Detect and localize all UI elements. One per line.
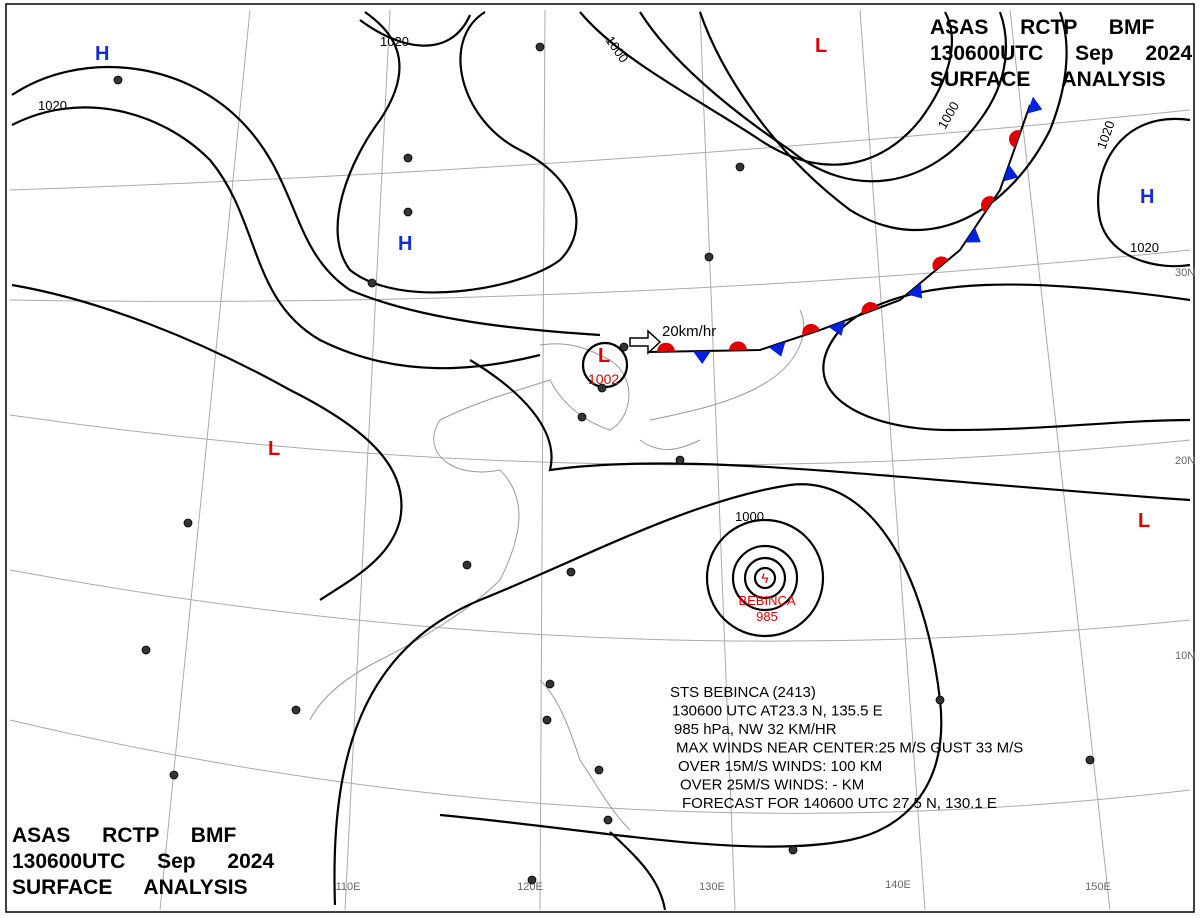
station [603, 815, 613, 825]
typhoon-info-line: OVER 15M/S WINDS: 100 KM [678, 758, 882, 775]
warm-front-symbol [802, 323, 820, 336]
station [367, 278, 377, 288]
latitude-label: 30N [1175, 267, 1195, 279]
longitude-label: 130E [699, 881, 725, 893]
warm-front-symbol [861, 302, 879, 315]
station [527, 875, 537, 885]
isobars [11, 11, 1191, 911]
station [183, 518, 193, 528]
header-text: SURFACE ANALYSIS [12, 876, 248, 899]
pressure-center: L [1138, 510, 1150, 532]
typhoon-info-line: FORECAST FOR 140600 UTC 27.5 N, 130.1 E [682, 795, 997, 812]
typhoon-info-line: MAX WINDS NEAR CENTER:25 M/S GUST 33 M/S [676, 740, 1023, 757]
typhoon-pressure: 985 [756, 609, 778, 624]
isobar-label: 1020 [38, 98, 67, 113]
station [594, 765, 604, 775]
cold-front-symbol [692, 350, 711, 365]
station [675, 455, 685, 465]
station [597, 383, 607, 393]
front-motion: 20km/hr [662, 323, 716, 340]
header-text: ASAS RCTP BMF [930, 16, 1154, 39]
station [403, 153, 413, 163]
station [545, 679, 555, 689]
typhoon-symbol: ϟ [761, 570, 769, 586]
station [788, 845, 798, 855]
cold-front-symbol [906, 282, 923, 299]
longitude-label: 140E [885, 879, 911, 891]
typhoon-name: BEBINCA [738, 593, 795, 608]
graticule [9, 9, 1191, 911]
station [704, 252, 714, 262]
longitude-label: 150E [1085, 881, 1111, 893]
station [291, 705, 301, 715]
cold-front-symbol [828, 320, 846, 336]
cold-front-symbol [964, 227, 981, 243]
station [619, 342, 629, 352]
warm-front-symbol [728, 341, 747, 351]
station [577, 412, 587, 422]
longitude-label: 110E [336, 881, 361, 893]
front-line [647, 104, 1031, 353]
station [542, 715, 552, 725]
low-pressure-value: 1002 [588, 371, 619, 387]
cold-front-symbol [1002, 164, 1019, 182]
longitude-label: 120E [517, 881, 543, 893]
station [403, 207, 413, 217]
pressure-center: H [1140, 186, 1154, 208]
pressure-center: L [268, 438, 280, 460]
header-text: 130600UTC Sep 2024 [930, 42, 1192, 65]
station [1085, 755, 1095, 765]
warm-front-symbol [932, 256, 949, 272]
stationary-front [647, 96, 1043, 365]
motion-arrow [629, 329, 662, 355]
latitude-label: 20N [1175, 455, 1195, 467]
isobar-label: 1020 [380, 34, 409, 49]
isobar-label: 1020 [1130, 240, 1159, 255]
cold-front-symbol [768, 341, 786, 357]
isobar-label: 1000 [735, 509, 764, 524]
station [935, 695, 945, 705]
station [169, 770, 179, 780]
station [535, 42, 545, 52]
header-text: 130600UTC Sep 2024 [12, 850, 274, 873]
pressure-center: H [95, 43, 109, 65]
typhoon-info-line: 130600 UTC AT23.3 N, 135.5 E [672, 703, 883, 720]
cold-front-symbol [1026, 96, 1043, 114]
typhoon-info-line: STS BEBINCA (2413) [670, 684, 816, 701]
header-text: ASAS RCTP BMF [12, 824, 236, 847]
warm-front-symbol [980, 196, 995, 213]
header-text: SURFACE ANALYSIS [930, 68, 1166, 91]
coastlines [309, 309, 805, 831]
warm-front-symbol [1008, 130, 1021, 148]
station [113, 75, 123, 85]
map-frame [5, 3, 1195, 913]
typhoon-info-line: 985 hPa, NW 32 KM/HR [674, 721, 837, 738]
pressure-center: L [598, 345, 610, 367]
pressure-center: H [398, 233, 412, 255]
warm-front-symbol [656, 342, 675, 352]
station [566, 567, 576, 577]
latitude-label: 10N [1175, 650, 1195, 662]
typhoon-info-line: OVER 25M/S WINDS: - KM [680, 777, 864, 794]
pressure-center: L [815, 35, 827, 57]
station [141, 645, 151, 655]
station [462, 560, 472, 570]
station [735, 162, 745, 172]
